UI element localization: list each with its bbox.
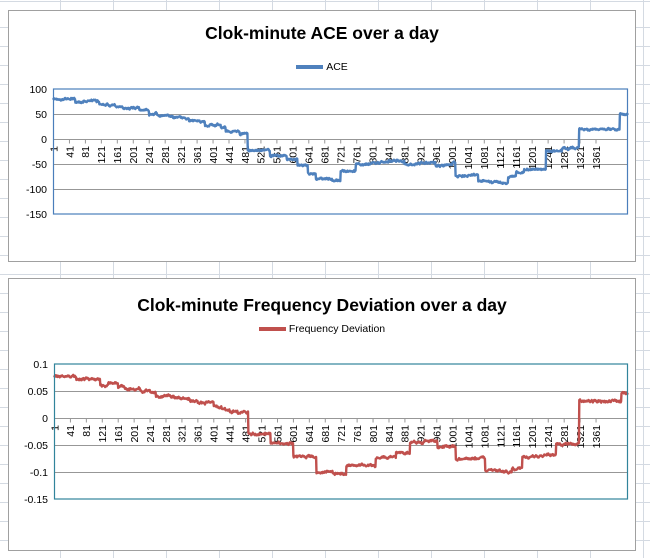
x-axis-tick-label: 721 bbox=[335, 146, 347, 164]
legend-line-swatch bbox=[296, 65, 324, 69]
x-axis-tick-label: 1 bbox=[48, 146, 60, 152]
plot-area[interactable]: 0.1 0.05 0 -0.05 -0.1 -0.15 1 41 81 121 161 201 241 2… bbox=[9, 279, 637, 552]
x-axis-tick-label: 161 bbox=[112, 146, 124, 164]
y-axis-tick-label: -0.05 bbox=[24, 440, 48, 452]
x-axis-tick-label: 121 bbox=[96, 146, 108, 164]
x-axis-tick-label: 201 bbox=[128, 146, 140, 164]
x-axis-tick-label: 841 bbox=[384, 425, 396, 443]
x-axis-tick-label: 281 bbox=[161, 425, 173, 443]
y-axis-tick-label: 100 bbox=[29, 84, 47, 96]
ace-series-line bbox=[52, 96, 629, 186]
x-axis-tick-label: 961 bbox=[431, 146, 443, 164]
y-axis-tick-label: -0.15 bbox=[24, 494, 48, 506]
x-axis-tick-label: 801 bbox=[368, 425, 380, 443]
x-axis-tick-label: 1201 bbox=[527, 146, 539, 170]
x-axis-tick-label: 41 bbox=[64, 146, 76, 158]
frequency-deviation-series-line bbox=[53, 373, 629, 477]
ace-chart[interactable]: Clok-minute ACE over a day ACE 100 50 0 -50… bbox=[8, 10, 636, 262]
x-axis-tick-label: 1321 bbox=[575, 146, 587, 170]
y-axis-tick-label: 0 bbox=[42, 413, 48, 425]
legend-line-swatch bbox=[258, 327, 286, 331]
x-axis-tick-label: 1121 bbox=[495, 146, 507, 169]
x-axis-tick-label: 201 bbox=[129, 425, 141, 443]
x-axis-tick-label: 41 bbox=[65, 425, 77, 437]
x-axis-tick-label: 81 bbox=[80, 146, 92, 158]
x-axis-tick-label: 1041 bbox=[463, 425, 475, 449]
chart-title: Clok-minute ACE over a day bbox=[205, 23, 439, 43]
x-axis-tick-label: 881 bbox=[400, 425, 412, 443]
y-axis-tick-label: -50 bbox=[32, 159, 47, 171]
x-axis-tick-label: 801 bbox=[367, 146, 379, 164]
x-axis-tick-label: 1121 bbox=[495, 425, 507, 448]
x-axis-tick-label: 921 bbox=[415, 146, 427, 164]
x-axis-tick-label: 881 bbox=[399, 146, 411, 164]
x-axis-tick-label: 481 bbox=[240, 146, 252, 164]
y-axis-tick-label: -100 bbox=[26, 184, 47, 196]
plot-area[interactable]: 100 50 0 -50 -100 -150 1 41 81 121 161 201 241 281 321… bbox=[9, 11, 637, 263]
legend-label: ACE bbox=[326, 61, 348, 73]
y-axis-tick-label: -0.1 bbox=[30, 467, 48, 479]
legend: Frequency Deviation bbox=[9, 323, 635, 335]
x-axis-tick-label: 361 bbox=[192, 146, 204, 164]
frequency-deviation-chart[interactable]: Clok-minute Frequency Deviation over a d… bbox=[8, 278, 636, 551]
x-axis-tick-label: 441 bbox=[225, 425, 237, 443]
x-axis-tick-label: 281 bbox=[160, 146, 172, 164]
x-axis-tick-label: 761 bbox=[352, 425, 364, 443]
x-axis-tick-label: 1241 bbox=[543, 425, 555, 449]
x-axis-tick-label: 121 bbox=[97, 425, 109, 443]
x-axis-tick-label: 961 bbox=[432, 425, 444, 443]
x-axis-tick-label: 1201 bbox=[527, 425, 539, 449]
x-axis-tick-label: 241 bbox=[144, 146, 156, 164]
x-axis-tick-label: 521 bbox=[256, 146, 268, 164]
x-axis-tick-label: 241 bbox=[145, 425, 157, 443]
x-axis-tick-label: 81 bbox=[81, 425, 93, 437]
x-axis-tick-label: 361 bbox=[193, 425, 205, 443]
y-axis-tick-label: -150 bbox=[26, 209, 47, 221]
y-axis-tick-label: 50 bbox=[35, 109, 47, 121]
x-axis-tick-label: 681 bbox=[320, 146, 332, 164]
x-axis-tick-label: 761 bbox=[351, 146, 363, 164]
x-axis-tick-label: 1 bbox=[49, 425, 61, 431]
x-axis-tick-label: 321 bbox=[176, 146, 188, 164]
chart-title: Clok-minute Frequency Deviation over a d… bbox=[137, 295, 507, 315]
y-axis-tick-label: 0 bbox=[41, 134, 47, 146]
x-axis-tick-label: 401 bbox=[208, 146, 220, 164]
x-axis-tick-label: 561 bbox=[272, 425, 284, 443]
y-axis-tick-label: 0.1 bbox=[33, 359, 48, 371]
x-axis-tick-label: 161 bbox=[113, 425, 125, 443]
legend-label: Frequency Deviation bbox=[288, 323, 386, 335]
x-axis-tick-label: 441 bbox=[224, 146, 236, 164]
x-axis-tick-label: 1041 bbox=[463, 146, 475, 170]
x-axis-tick-label: 1161 bbox=[511, 146, 523, 169]
x-axis-tick-label: 721 bbox=[336, 425, 348, 443]
x-axis-tick-label: 1361 bbox=[591, 146, 603, 170]
x-axis-tick-label: 1081 bbox=[479, 146, 491, 170]
legend: ACE bbox=[9, 61, 635, 73]
y-axis-tick-label: 0.05 bbox=[28, 386, 49, 398]
x-axis-tick-label: 681 bbox=[320, 425, 332, 443]
x-axis-tick-label: 1361 bbox=[591, 425, 603, 449]
x-axis-tick-label: 601 bbox=[288, 425, 300, 443]
x-axis-tick-label: 1001 bbox=[447, 425, 459, 449]
x-axis-tick-label: 321 bbox=[177, 425, 189, 443]
x-axis-tick-label: 641 bbox=[304, 146, 316, 164]
x-axis-tick-label: 921 bbox=[416, 425, 428, 443]
x-axis-tick-label: 641 bbox=[304, 425, 316, 443]
x-axis-tick-label: 401 bbox=[209, 425, 221, 443]
x-axis-tick-label: 1161 bbox=[511, 425, 523, 448]
x-axis-tick-label: 1081 bbox=[479, 425, 491, 449]
x-axis-tick-label: 841 bbox=[383, 146, 395, 164]
